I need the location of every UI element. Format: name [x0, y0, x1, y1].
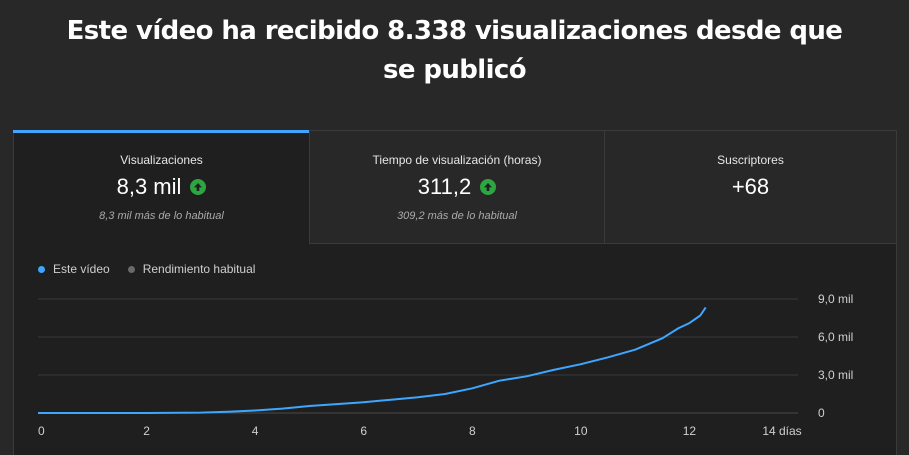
x-tick-label: 2 — [143, 424, 150, 438]
views-chart: 0 3,0 mil 6,0 mil 9,0 mil 0 2 4 6 8 10 12 14 días — [38, 292, 853, 438]
tab-watch-time-value-row: 311,2 — [310, 174, 604, 200]
arrow-up-circle-icon — [480, 179, 497, 195]
legend-dot-typical — [127, 265, 135, 273]
y-tick-label: 9,0 mil — [818, 292, 853, 306]
tab-views-sub: 8,3 mil más de lo habitual — [99, 210, 224, 222]
x-tick-label: 12 — [683, 424, 697, 438]
y-tick-label: 3,0 mil — [818, 368, 853, 382]
tab-views[interactable]: Visualizaciones 8,3 mil 8,3 mil más de l… — [13, 130, 309, 244]
legend-dot-this-video — [38, 265, 45, 273]
y-tick-label: 6,0 mil — [818, 330, 853, 344]
tab-views-label: Visualizaciones — [120, 153, 203, 167]
x-tick-label: 8 — [469, 424, 476, 438]
x-tick-label: 4 — [252, 424, 259, 438]
tab-watch-time-sub: 309,2 más de lo habitual — [397, 210, 517, 222]
metric-tabs: Visualizaciones 8,3 mil 8,3 mil más de l… — [13, 130, 898, 244]
chart-legend: Este vídeo Rendimiento habitual — [38, 262, 273, 276]
legend-label-typical: Rendimiento habitual — [142, 262, 256, 276]
tab-watch-time-value: 311,2 — [417, 174, 472, 199]
tab-views-value-row: 8,3 mil — [14, 174, 309, 200]
tab-subscribers[interactable]: Suscriptores +68 — [604, 131, 896, 244]
legend-item-typical: Rendimiento habitual — [127, 262, 256, 276]
x-tick-label: 10 — [574, 424, 588, 438]
tab-subscribers-value-row: +68 — [605, 174, 896, 200]
tab-subscribers-label: Suscriptores — [717, 153, 784, 167]
x-tick-label: 14 días — [762, 424, 801, 438]
arrow-up-circle-icon — [190, 179, 207, 195]
legend-item-this-video: Este vídeo — [38, 262, 110, 276]
tab-watch-time[interactable]: Tiempo de visualización (horas) 311,2 30… — [309, 131, 604, 244]
x-tick-label: 0 — [38, 424, 45, 438]
x-tick-label: 6 — [360, 424, 367, 438]
legend-label-this-video: Este vídeo — [53, 262, 110, 276]
tab-subscribers-value: +68 — [731, 174, 770, 199]
metrics-panel: Visualizaciones 8,3 mil 8,3 mil más de l… — [13, 130, 897, 455]
page-title: Este vídeo ha recibido 8.338 visualizaci… — [66, 16, 843, 85]
tab-watch-time-label: Tiempo de visualización (horas) — [372, 153, 542, 167]
tab-views-value: 8,3 mil — [116, 174, 182, 199]
series-line-este-video — [38, 306, 707, 414]
y-tick-label: 0 — [818, 406, 825, 420]
